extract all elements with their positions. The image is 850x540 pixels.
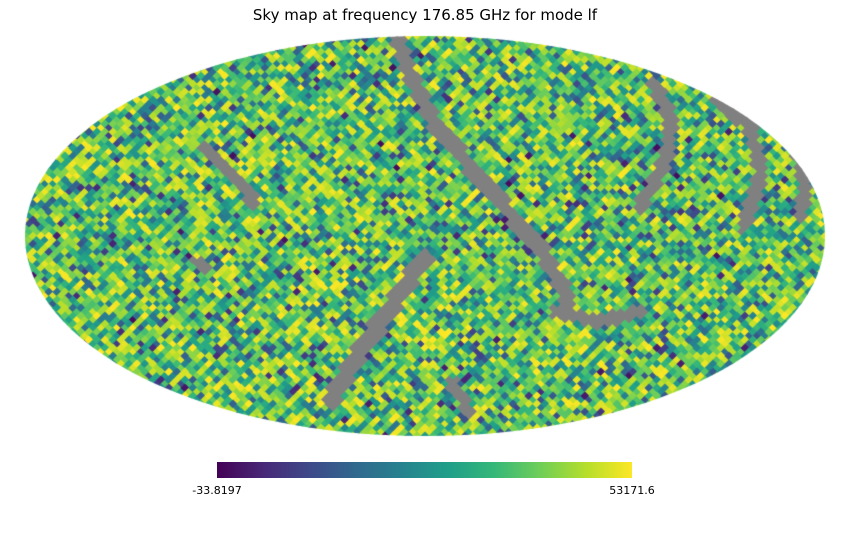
plot-title: Sky map at frequency 176.85 GHz for mode… [252, 6, 598, 24]
colorbar-min-label: -33.8197 [192, 484, 242, 497]
colorbar-gradient [217, 462, 632, 478]
colorbar-max-label: 53171.6 [609, 484, 655, 497]
